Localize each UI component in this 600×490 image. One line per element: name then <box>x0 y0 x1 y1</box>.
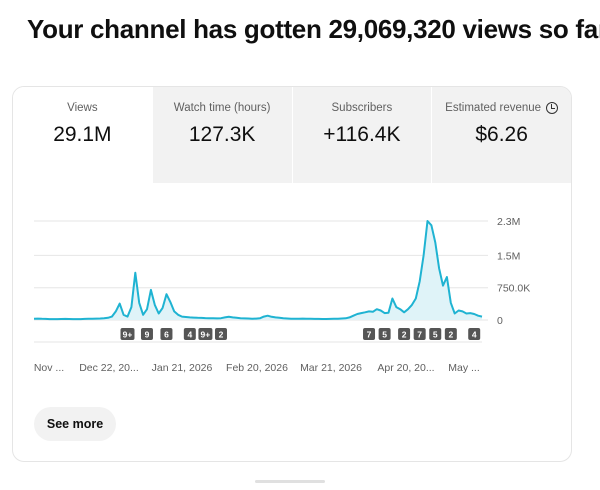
video-marker <box>198 328 213 340</box>
video-marker-label: 2 <box>402 330 407 340</box>
video-marker-label: 2 <box>219 330 224 340</box>
video-marker-label: 4 <box>187 330 192 340</box>
video-marker-label: 9+ <box>201 330 211 340</box>
tab-value: 127.3K <box>188 123 256 146</box>
video-marker-label: 2 <box>448 330 453 340</box>
tab-value: +116.4K <box>323 123 401 146</box>
tab-label: Watch time (hours) <box>173 102 271 114</box>
x-tick-label: Apr 20, 20... <box>377 362 434 374</box>
y-tick-label: 2.3M <box>497 216 520 228</box>
x-tick-label: Dec 22, 20... <box>79 362 139 374</box>
x-tick-label: Nov ... <box>34 362 64 374</box>
page-title: Your channel has gotten 29,069,320 views… <box>27 14 600 44</box>
video-marker-label: 9 <box>145 330 150 340</box>
x-tick-label: May ... <box>448 362 480 374</box>
video-marker-label: 5 <box>433 330 438 340</box>
video-marker-label: 9+ <box>123 330 133 340</box>
y-tick-label: 1.5M <box>497 250 520 262</box>
video-marker-label: 7 <box>417 330 422 340</box>
video-marker <box>444 328 457 340</box>
y-tick-label: 0 <box>497 315 503 327</box>
tab-value: $6.26 <box>475 123 528 146</box>
tab-watch-time[interactable]: Watch time (hours) 127.3K <box>151 87 292 183</box>
video-marker <box>160 328 173 340</box>
video-marker <box>398 328 411 340</box>
y-tick-label: 750.0K <box>497 283 530 295</box>
analytics-card: Views 29.1M Watch time (hours) 127.3K Su… <box>12 86 572 462</box>
x-tick-label: Jan 21, 2026 <box>152 362 213 374</box>
video-marker <box>429 328 442 340</box>
tab-label: Views <box>67 102 98 114</box>
video-marker-label: 6 <box>164 330 169 340</box>
video-marker <box>363 328 376 340</box>
views-area <box>34 221 482 320</box>
bottom-handle <box>255 480 325 483</box>
views-line <box>33 220 483 321</box>
video-marker <box>214 328 227 340</box>
video-marker-label: 4 <box>472 330 477 340</box>
tab-estimated-revenue[interactable]: Estimated revenue $6.26 <box>431 87 571 183</box>
video-marker <box>120 328 135 340</box>
video-marker <box>378 328 391 340</box>
tab-label: Estimated revenue <box>445 102 559 114</box>
video-marker <box>468 328 481 340</box>
clock-icon <box>546 102 559 114</box>
video-marker-label: 5 <box>382 330 387 340</box>
video-marker <box>413 328 426 340</box>
x-tick-label: Feb 20, 2026 <box>226 362 288 374</box>
tab-value: 29.1M <box>53 123 112 146</box>
video-marker-label: 7 <box>367 330 372 340</box>
tab-views[interactable]: Views 29.1M <box>13 87 152 183</box>
metric-tabs: Views 29.1M Watch time (hours) 127.3K Su… <box>13 87 571 183</box>
video-marker <box>183 328 196 340</box>
tab-label: Subscribers <box>331 102 393 114</box>
video-marker <box>140 328 153 340</box>
x-tick-label: Mar 21, 2026 <box>300 362 362 374</box>
tab-subscribers[interactable]: Subscribers +116.4K <box>291 87 432 183</box>
see-more-button[interactable]: See more <box>34 407 116 441</box>
